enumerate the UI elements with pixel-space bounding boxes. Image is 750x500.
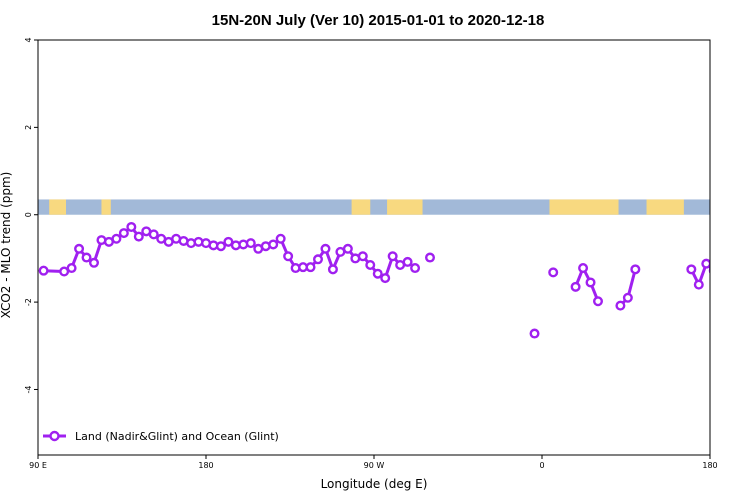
x-tick-label: 180 — [702, 461, 717, 470]
data-point — [74, 243, 85, 254]
land-ocean-strip — [38, 199, 750, 215]
land-band — [646, 199, 684, 215]
data-point — [357, 251, 368, 262]
data-point — [578, 263, 589, 274]
data-point — [686, 264, 697, 275]
ocean-band — [38, 199, 710, 215]
data-point — [365, 259, 376, 270]
y-tick-label: -4 — [24, 385, 33, 393]
data-point — [387, 251, 398, 262]
data-point — [245, 238, 256, 249]
land-band — [738, 199, 750, 214]
y-tick-label: 2 — [24, 125, 33, 130]
data-point — [548, 267, 559, 278]
legend-label: Land (Nadir&Glint) and Ocean (Glint) — [75, 430, 279, 443]
data-point — [425, 252, 436, 263]
land-band — [101, 199, 111, 215]
data-point — [570, 281, 581, 292]
data-point — [66, 263, 77, 274]
series-layer — [38, 221, 750, 339]
data-point — [622, 292, 633, 303]
x-tick-label: 0 — [539, 461, 544, 470]
data-point — [283, 251, 294, 262]
land-band — [49, 199, 66, 215]
data-point — [372, 268, 383, 279]
data-point — [118, 228, 129, 239]
data-point — [693, 279, 704, 290]
chart-title: 15N-20N July (Ver 10) 2015-01-01 to 2020… — [212, 12, 545, 29]
data-point — [88, 257, 99, 268]
x-tick-label: 180 — [198, 461, 213, 470]
data-point — [81, 252, 92, 263]
series-line — [574, 266, 600, 302]
data-point — [708, 267, 710, 274]
data-point — [342, 243, 353, 254]
data-point — [111, 233, 122, 244]
data-point — [268, 239, 279, 250]
data-point — [593, 296, 604, 307]
data-point — [529, 328, 540, 339]
plot-frame — [37, 39, 711, 456]
data-point — [133, 231, 144, 242]
y-axis-label: XCO2 - MLO trend (ppm) — [0, 172, 13, 319]
x-axis: 90 E 180 90 W 0 180 — [29, 455, 718, 470]
series-line — [43, 225, 417, 280]
data-point — [410, 263, 421, 274]
data-point — [725, 268, 733, 276]
data-point — [380, 273, 391, 284]
data-point — [313, 254, 324, 265]
land-band — [351, 199, 371, 215]
data-point — [630, 264, 641, 275]
data-point — [701, 258, 710, 269]
y-tick-label: 4 — [24, 37, 33, 42]
data-point — [732, 264, 740, 272]
series-line — [729, 227, 750, 272]
data-point — [148, 229, 159, 240]
x-tick-label: 90 W — [364, 461, 385, 470]
data-point — [305, 262, 316, 273]
data-point — [126, 221, 137, 232]
land-band — [549, 199, 619, 215]
data-point — [402, 256, 413, 267]
y-tick-label: 0 — [24, 212, 33, 217]
data-point — [740, 245, 748, 253]
land-band — [387, 199, 423, 215]
data-point — [327, 264, 338, 275]
data-point — [223, 236, 234, 247]
y-tick-label: -2 — [24, 298, 33, 306]
data-point — [38, 265, 49, 276]
data-point — [585, 277, 596, 288]
y-axis: -4 -2 0 2 4 — [24, 37, 38, 393]
x-axis-label: Longitude (deg E) — [321, 477, 428, 491]
x-tick-label: 90 E — [29, 461, 47, 470]
data-point — [59, 266, 70, 277]
legend: Land (Nadir&Glint) and Ocean (Glint) — [43, 430, 279, 443]
data-point — [275, 233, 286, 244]
data-point — [215, 241, 226, 252]
data-point — [320, 243, 331, 254]
legend-marker — [49, 430, 60, 442]
data-point — [615, 300, 626, 311]
series-line — [689, 262, 710, 287]
